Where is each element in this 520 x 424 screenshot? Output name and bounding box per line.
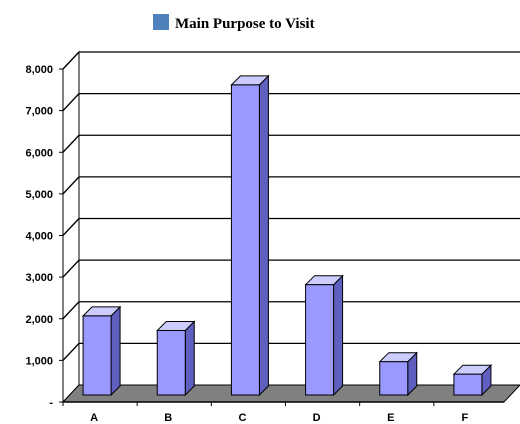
grid-line-side (62, 51, 80, 70)
bar-front (230, 84, 260, 396)
bar-side (258, 74, 269, 397)
y-tick-label: 6,000 (25, 147, 53, 159)
grid-line-side (62, 176, 80, 195)
bar-front (379, 361, 409, 396)
grid-line-side (62, 259, 80, 278)
bar-D (304, 274, 344, 397)
bar-side (184, 320, 195, 397)
legend-label: Main Purpose to Visit (175, 16, 315, 32)
bar-B (156, 320, 196, 397)
grid-line-side (62, 218, 80, 236)
floor-plane (61, 384, 520, 403)
bar-front (305, 284, 335, 396)
bar-side (110, 305, 121, 397)
y-tick-label: 2,000 (25, 314, 53, 326)
x-tick-label: B (164, 412, 172, 424)
bar-front (156, 329, 186, 396)
y-tick-label: 5,000 (25, 189, 53, 201)
y-tick-label: 4,000 (25, 231, 53, 243)
y-tick-label: - (49, 397, 53, 409)
y-axis-ticks: - 1,000 2,000 3,000 4,000 5,000 6,000 7,000 8,00… (25, 64, 63, 409)
bar-front (453, 373, 483, 396)
x-tick-label: A (90, 412, 98, 424)
legend: Main Purpose to Visit (153, 14, 315, 32)
bar-E (378, 351, 418, 397)
grid-line-side (62, 93, 80, 112)
bar-F (452, 363, 493, 397)
y-tick-label: 7,000 (25, 106, 53, 118)
x-axis-ticks: A B C D E F (62, 402, 469, 424)
y-tick-label: 8,000 (25, 64, 53, 76)
bar-side (333, 274, 344, 397)
grid-lines (62, 51, 520, 361)
grid-line-side (62, 342, 80, 361)
grid-line-side (62, 301, 80, 320)
bars (81, 74, 493, 397)
y-tick-label: 1,000 (25, 355, 53, 367)
x-tick-label: E (387, 412, 394, 424)
bar-front (82, 315, 112, 396)
x-tick-label: F (462, 412, 469, 424)
grid-line-side (62, 134, 80, 153)
bar-A (81, 305, 122, 397)
x-tick-label: D (313, 412, 321, 424)
legend-swatch (153, 14, 169, 30)
x-tick-label: C (238, 412, 246, 424)
bar-C (230, 74, 270, 397)
plot-floor (61, 384, 520, 403)
y-tick-label: 3,000 (25, 272, 53, 284)
